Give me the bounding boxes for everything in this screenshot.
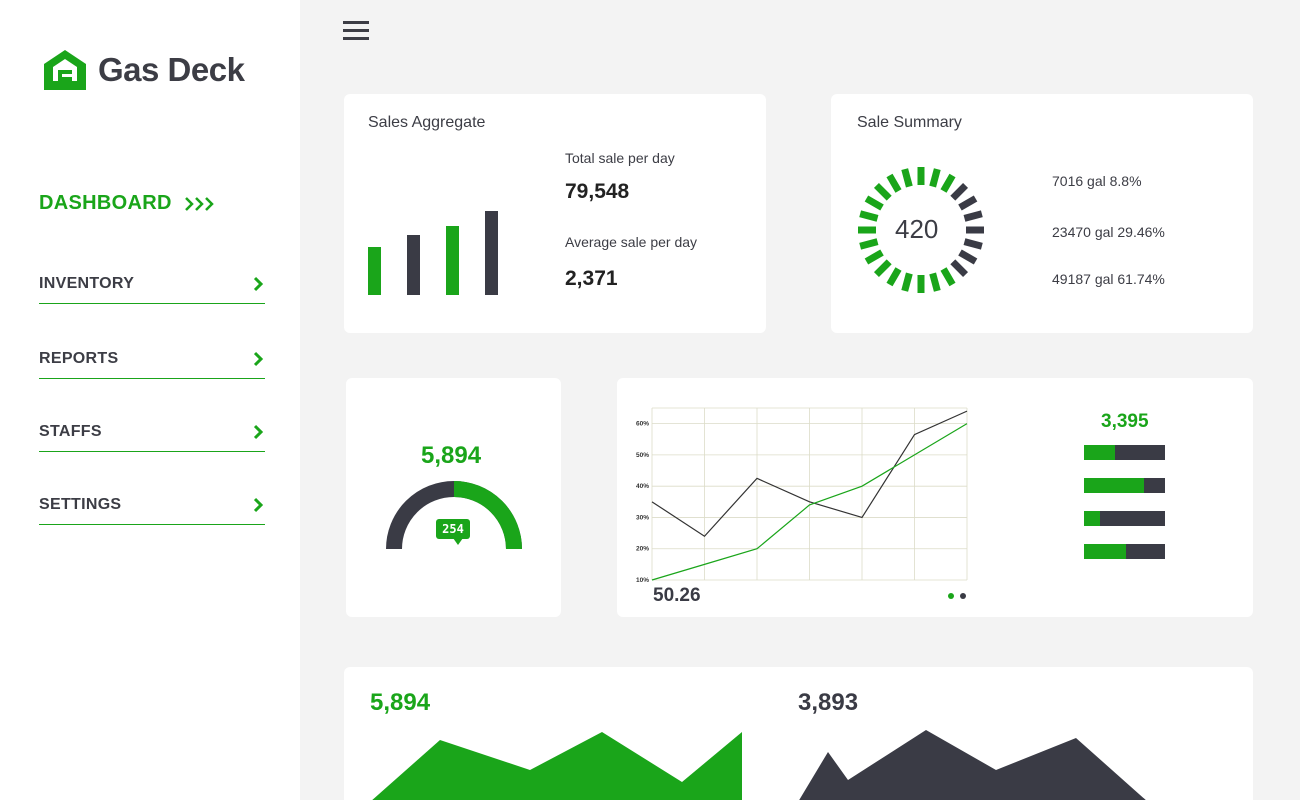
- y-tick-label: 30%: [636, 514, 649, 521]
- series-line: [651, 410, 968, 538]
- radial-tick: [963, 238, 983, 250]
- mini-bar: [485, 211, 498, 295]
- progress-bar: [1084, 478, 1165, 493]
- nav-dashboard[interactable]: DASHBOARD: [39, 192, 216, 215]
- radial-tick: [929, 272, 941, 292]
- mini-bar: [407, 235, 420, 295]
- area-charts-card: 5,894 3,893: [344, 667, 1253, 800]
- y-tick-label: 10%: [636, 577, 649, 584]
- gauge-card: 5,894 254: [346, 378, 561, 617]
- gauge-value: 5,894: [421, 442, 482, 469]
- progress-bar-fill: [1084, 445, 1115, 460]
- radial-tick: [940, 267, 956, 287]
- gas-deck-logo-icon: [44, 50, 86, 90]
- area-chart-dark: [799, 730, 1146, 800]
- summary-row: 49187 gal 61.74%: [1052, 271, 1165, 287]
- radial-tick: [864, 249, 884, 265]
- area-green: [372, 732, 742, 800]
- semi-circle-gauge: [386, 481, 522, 550]
- gauge-fill: [453, 481, 522, 550]
- summary-row: 7016 gal 8.8%: [1052, 173, 1142, 189]
- summary-center-value: 420: [895, 214, 939, 244]
- sidebar-item-label: SETTINGS: [39, 495, 122, 513]
- radial-tick: [929, 168, 941, 188]
- brand-logo[interactable]: Gas Deck: [42, 48, 245, 92]
- y-tick-label: 50%: [636, 452, 649, 459]
- sidebar-item-label: STAFFS: [39, 422, 102, 440]
- progress-bar-list: [1084, 445, 1165, 565]
- pager-dot[interactable]: [960, 593, 966, 599]
- radial-tick: [901, 272, 913, 292]
- chevron-right-icon: [253, 497, 264, 512]
- gauge-badge-pointer: [453, 538, 463, 545]
- radial-tick: [886, 173, 902, 193]
- sidebar-item-inventory[interactable]: INVENTORY: [39, 264, 265, 304]
- chevron-right-icon: [253, 424, 264, 439]
- sidebar-item-label: REPORTS: [39, 349, 119, 367]
- pager-dot-active[interactable]: [948, 593, 954, 599]
- sidebar-item-settings[interactable]: SETTINGS: [39, 485, 265, 525]
- radial-tick: [901, 168, 913, 188]
- progress-card-value: 3,395: [1101, 411, 1149, 432]
- summary-row: 23470 gal 29.46%: [1052, 224, 1165, 240]
- radial-tick: [859, 210, 879, 222]
- progress-bar-fill: [1084, 544, 1127, 559]
- total-sale-label: Total sale per day: [565, 150, 675, 166]
- area-dark: [799, 730, 1146, 800]
- sale-summary-card: Sale Summary 420 7016 gal 8.8% 23470 gal…: [831, 94, 1253, 333]
- radial-tick: [873, 259, 892, 278]
- progress-bar-fill: [1084, 478, 1144, 493]
- radial-tick: [886, 267, 902, 287]
- sidebar-item-reports[interactable]: REPORTS: [39, 339, 265, 379]
- y-tick-label: 40%: [636, 483, 649, 490]
- gauge-badge: 254: [436, 519, 470, 539]
- triple-chevron-right-icon: [184, 196, 214, 211]
- chevron-right-icon: [253, 276, 264, 291]
- progress-bar: [1084, 511, 1165, 526]
- mini-bar: [446, 226, 459, 295]
- mini-bar-chart: [368, 211, 498, 295]
- area-left-value: 5,894: [370, 689, 431, 716]
- chart-pager[interactable]: [948, 593, 968, 599]
- sidebar: Gas Deck DASHBOARD INVENTORY REPORTS STA…: [0, 0, 300, 800]
- line-chart: 10% 20% 30% 40% 50% 60%: [636, 407, 968, 584]
- radial-tick: [873, 182, 892, 201]
- radial-tick-gauge: [858, 167, 984, 293]
- nav-dashboard-label: DASHBOARD: [39, 192, 172, 214]
- y-tick-label: 20%: [636, 546, 649, 553]
- mini-bar: [368, 247, 381, 295]
- radial-tick: [864, 195, 884, 211]
- radial-tick: [950, 182, 969, 201]
- radial-tick: [963, 210, 983, 222]
- y-tick-label: 60%: [636, 421, 649, 428]
- line-chart-footer-value: 50.26: [653, 585, 701, 606]
- line-chart-card: 10% 20% 30% 40% 50% 60% 50.26 3,395: [617, 378, 1253, 617]
- series-line: [651, 423, 968, 581]
- chevron-right-icon: [253, 351, 264, 366]
- area-chart-green: [372, 732, 742, 800]
- radial-tick: [940, 173, 956, 193]
- radial-tick: [950, 259, 969, 278]
- card-title: Sales Aggregate: [368, 114, 486, 131]
- radial-tick: [958, 195, 978, 211]
- gauge-badge-value: 254: [442, 522, 464, 536]
- sales-aggregate-card: Sales Aggregate Total sale per day 79,54…: [344, 94, 766, 333]
- total-sale-value: 79,548: [565, 180, 630, 203]
- brand-name: Gas Deck: [98, 51, 245, 88]
- progress-bar-fill: [1084, 511, 1101, 526]
- sidebar-item-label: INVENTORY: [39, 274, 135, 292]
- sidebar-item-staffs[interactable]: STAFFS: [39, 412, 265, 452]
- progress-bar: [1084, 544, 1165, 559]
- radial-tick: [859, 238, 879, 250]
- average-sale-value: 2,371: [565, 267, 618, 290]
- average-sale-label: Average sale per day: [565, 234, 698, 250]
- area-right-value: 3,893: [798, 689, 859, 716]
- menu-toggle-icon[interactable]: [343, 21, 369, 43]
- radial-tick: [958, 249, 978, 265]
- card-title: Sale Summary: [857, 114, 962, 131]
- progress-bar: [1084, 445, 1165, 460]
